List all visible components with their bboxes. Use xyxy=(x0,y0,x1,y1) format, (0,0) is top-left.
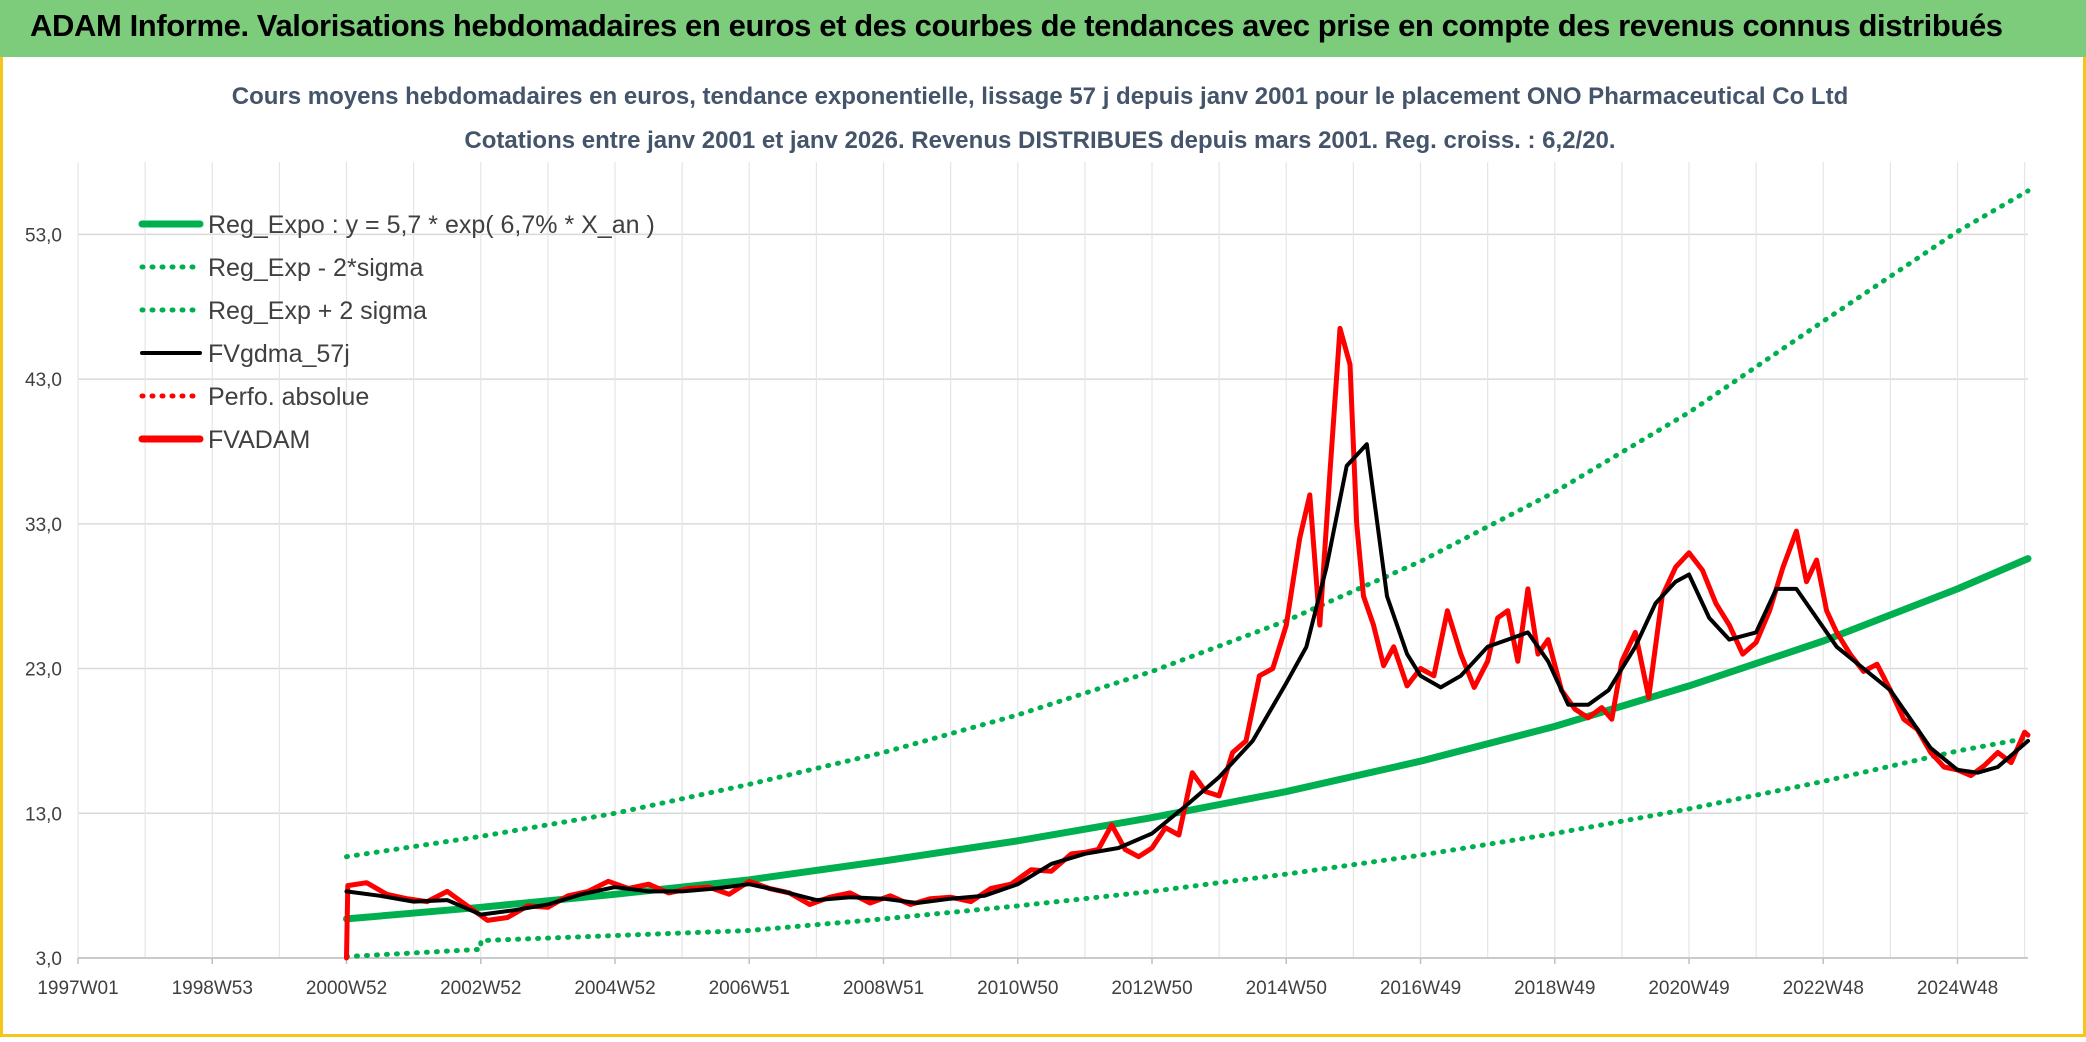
series-lines xyxy=(343,188,2032,961)
report-title: ADAM Informe. Valorisations hebdomadaire… xyxy=(30,8,2003,43)
x-tick-label: 2014W50 xyxy=(1246,978,1327,999)
x-tick-label: 2018W49 xyxy=(1514,978,1595,999)
x-tick-label: 2008W51 xyxy=(843,978,924,999)
report-header: ADAM Informe. Valorisations hebdomadaire… xyxy=(0,0,2086,57)
gridlines xyxy=(77,162,2028,959)
x-tick-label: 1997W01 xyxy=(37,978,118,999)
series-line-reg-exp-2-sigma xyxy=(344,188,2031,860)
legend-label: FVADAM xyxy=(208,426,310,454)
y-tick-label: 3,0 xyxy=(36,949,62,970)
chart-area: Cours moyens hebdomadaires en euros, ten… xyxy=(0,62,2086,1037)
legend: Reg_Expo : y = 5,7 * exp( 6,7% * X_an ) R… xyxy=(138,211,655,454)
y-axis-ticks: 3,0 13,0 23,0 33,0 43,0 53,0 xyxy=(25,225,62,970)
x-tick-label: 2022W48 xyxy=(1783,978,1864,999)
y-tick-label: 43,0 xyxy=(25,370,62,391)
series-line-reg-expo xyxy=(343,555,2032,923)
x-tick-label: 2004W52 xyxy=(574,978,655,999)
chart-title: Cours moyens hebdomadaires en euros, ten… xyxy=(232,83,1849,110)
x-tick-label: 2020W49 xyxy=(1648,978,1729,999)
y-tick-label: 33,0 xyxy=(25,515,62,536)
legend-label: Reg_Expo : y = 5,7 * exp( 6,7% * X_an ) xyxy=(208,211,655,239)
y-tick-label: 53,0 xyxy=(25,225,62,246)
x-tick-label: 2000W52 xyxy=(306,978,387,999)
legend-label: FVgdma_57j xyxy=(208,340,350,368)
series-line-fvgdma-57j xyxy=(344,442,2030,917)
x-tick-label: 2024W48 xyxy=(1917,978,1998,999)
x-tick-label: 2012W50 xyxy=(1111,978,1192,999)
series-line-fvadam xyxy=(344,325,2031,961)
x-axis-ticks: 1997W01 1998W53 2000W52 2002W52 2004W52 2006W… xyxy=(37,958,1998,999)
trend-chart: Cours moyens hebdomadaires en euros, ten… xyxy=(25,83,2032,999)
y-tick-label: 13,0 xyxy=(25,804,62,825)
y-tick-label: 23,0 xyxy=(25,660,62,681)
legend-label: Perfo. absolue xyxy=(208,383,369,411)
chart-subtitle: Cotations entre janv 2001 et janv 2026. … xyxy=(464,127,1615,154)
series-line-reg-exp-2-sigma xyxy=(344,735,2031,960)
legend-label: Reg_Exp - 2*sigma xyxy=(208,254,423,282)
x-tick-label: 2010W50 xyxy=(977,978,1058,999)
x-tick-label: 2002W52 xyxy=(440,978,521,999)
legend-label: Reg_Exp + 2 sigma xyxy=(208,297,427,325)
x-tick-label: 1998W53 xyxy=(172,978,253,999)
x-tick-label: 2016W49 xyxy=(1380,978,1461,999)
x-tick-label: 2006W51 xyxy=(709,978,790,999)
